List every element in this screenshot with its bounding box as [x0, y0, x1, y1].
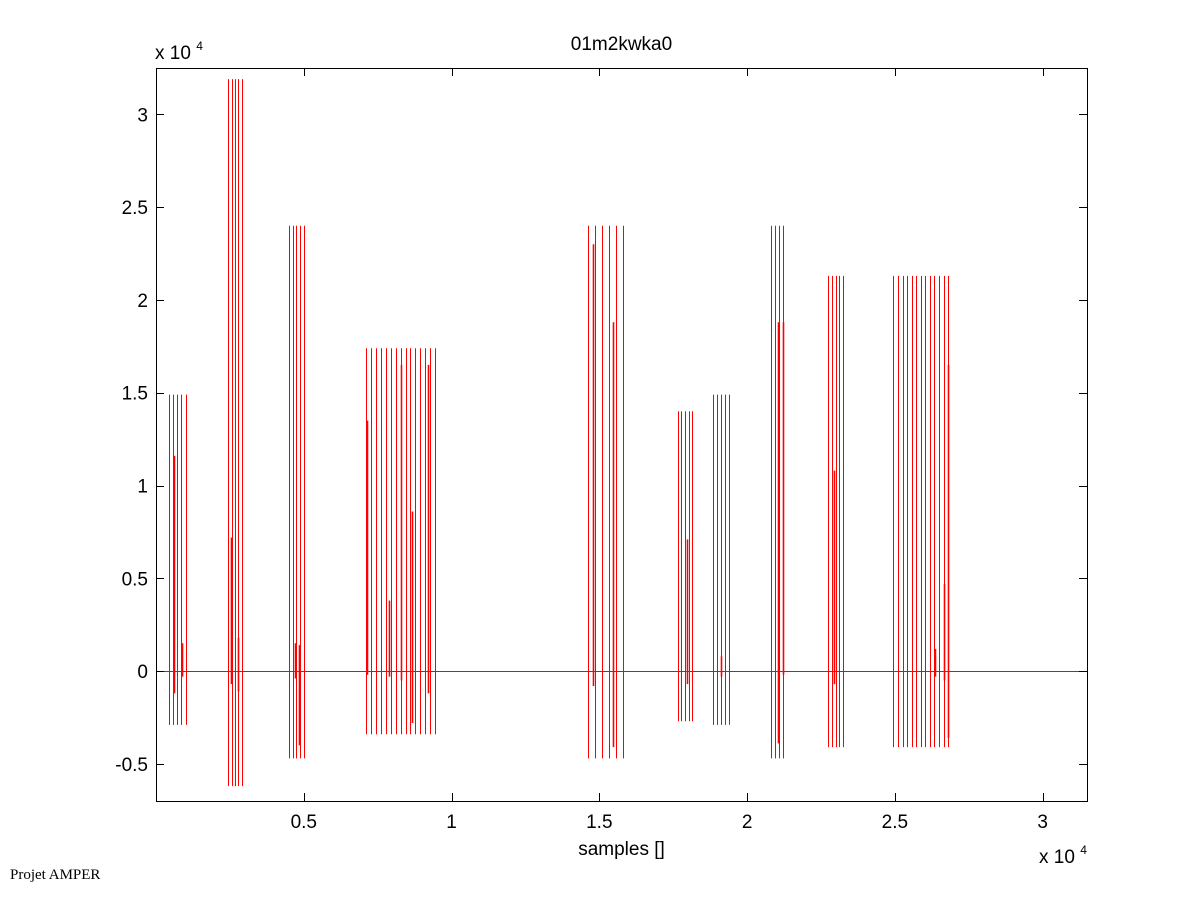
x-axis-label: samples []	[578, 839, 665, 860]
y-tick-label: 0	[137, 662, 148, 683]
data-marks	[156, 79, 1087, 787]
x-tick-label: 3	[1037, 812, 1048, 833]
plot-area	[156, 68, 1087, 801]
x-exponent-power: 4	[1080, 843, 1087, 857]
y-tick-label: 1	[137, 477, 148, 498]
y-tick-label: 1.5	[122, 384, 148, 405]
y-exponent-base: x 10	[155, 43, 191, 64]
x-exponent-base: x 10	[1039, 847, 1075, 868]
y-exponent-power: 4	[196, 39, 203, 53]
x-tick-label: 1.5	[586, 812, 612, 833]
y-tick-label: 3	[137, 105, 148, 126]
x-tick-label: 0.5	[291, 812, 317, 833]
y-tick-label: 2.5	[122, 198, 148, 219]
axis-ticks: 0.5 1 1.5 2 2.5 3 -0.5 0 0.5 1 1.5 2 2.5 3	[115, 68, 1087, 833]
footer-credit: Projet AMPER	[10, 867, 100, 883]
chart-title: 01m2kwka0	[571, 34, 672, 55]
x-tick-label: 2.5	[882, 812, 908, 833]
x-tick-label: 1	[446, 812, 457, 833]
y-axis-exponent: x 10 4	[155, 39, 203, 64]
x-tick-label: 2	[742, 812, 753, 833]
axes-frame	[156, 68, 1088, 802]
y-tick-label: 0.5	[122, 569, 148, 590]
x-axis-exponent: x 10 4	[1039, 843, 1087, 868]
y-tick-label: 2	[137, 291, 148, 312]
y-tick-label: -0.5	[115, 755, 148, 776]
